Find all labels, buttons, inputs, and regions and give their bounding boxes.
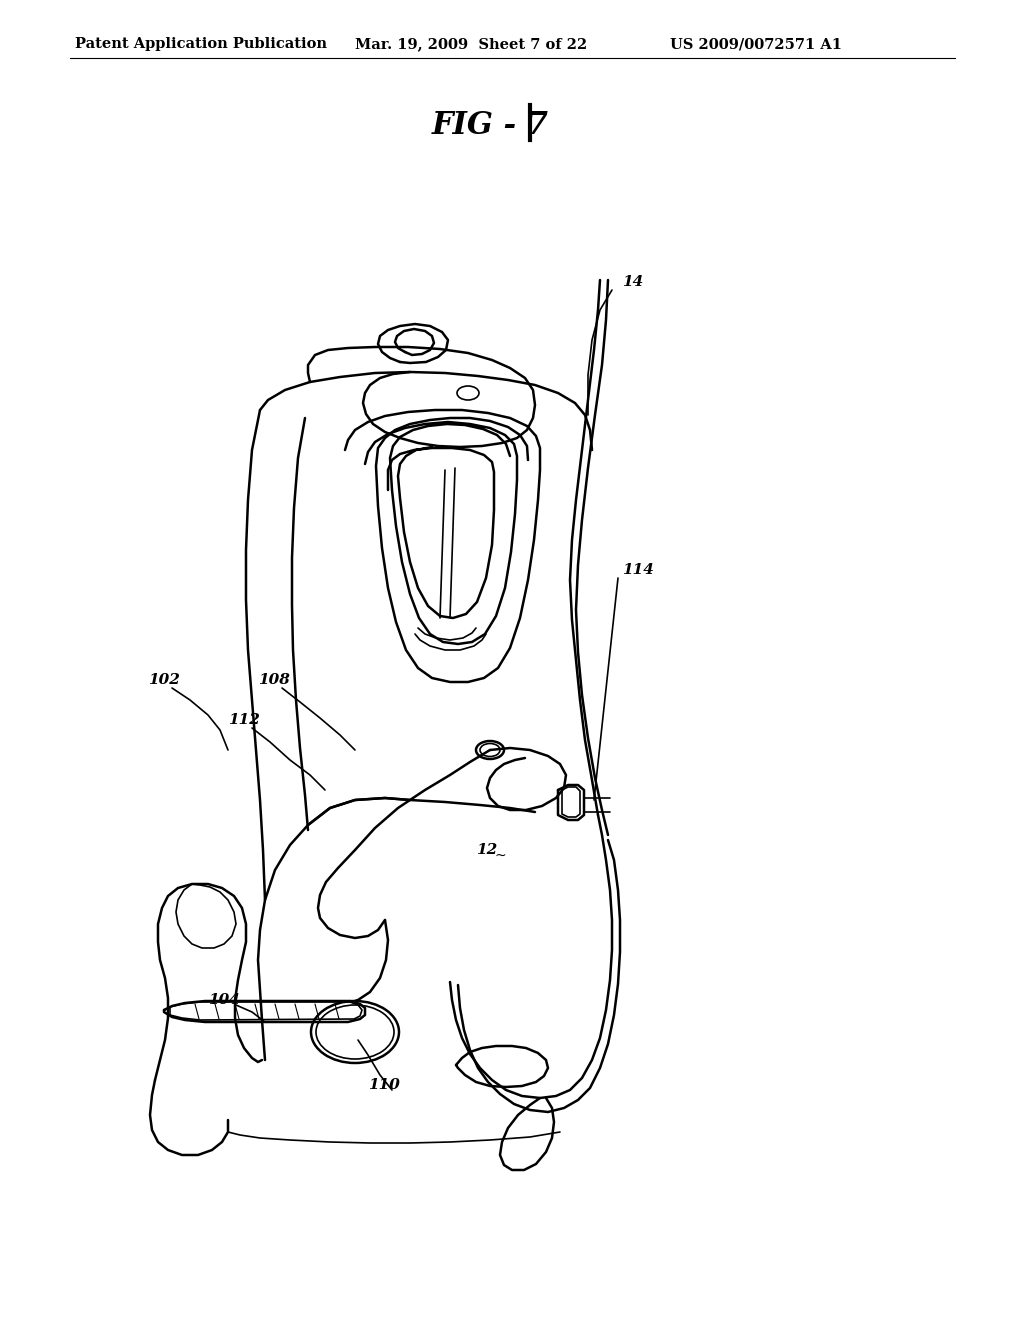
Text: FIG - 7: FIG - 7 [431,110,549,141]
Text: 104: 104 [208,993,240,1007]
Text: 114: 114 [622,564,654,577]
Text: 102: 102 [148,673,180,686]
Text: Patent Application Publication: Patent Application Publication [75,37,327,51]
Text: US 2009/0072571 A1: US 2009/0072571 A1 [670,37,842,51]
Text: 108: 108 [258,673,290,686]
Text: 12: 12 [476,843,498,857]
Text: 112: 112 [228,713,260,727]
Text: ~: ~ [494,849,506,863]
Ellipse shape [311,1001,399,1063]
Ellipse shape [316,1005,394,1059]
Ellipse shape [476,741,504,759]
Ellipse shape [457,385,479,400]
Ellipse shape [480,743,500,756]
Text: 110: 110 [368,1078,400,1092]
Text: Mar. 19, 2009  Sheet 7 of 22: Mar. 19, 2009 Sheet 7 of 22 [355,37,587,51]
Text: 14: 14 [622,275,643,289]
